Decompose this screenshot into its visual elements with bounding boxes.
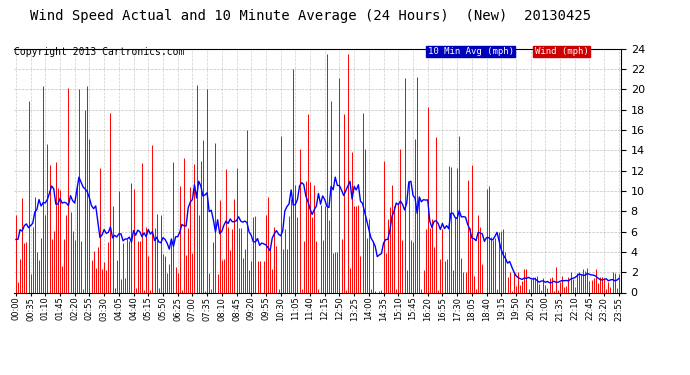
Text: Wind Speed Actual and 10 Minute Average (24 Hours)  (New)  20130425: Wind Speed Actual and 10 Minute Average … bbox=[30, 9, 591, 23]
Text: Wind (mph): Wind (mph) bbox=[535, 47, 589, 56]
Text: Copyright 2013 Cartronics.com: Copyright 2013 Cartronics.com bbox=[14, 47, 184, 57]
Text: 10 Min Avg (mph): 10 Min Avg (mph) bbox=[428, 47, 514, 56]
